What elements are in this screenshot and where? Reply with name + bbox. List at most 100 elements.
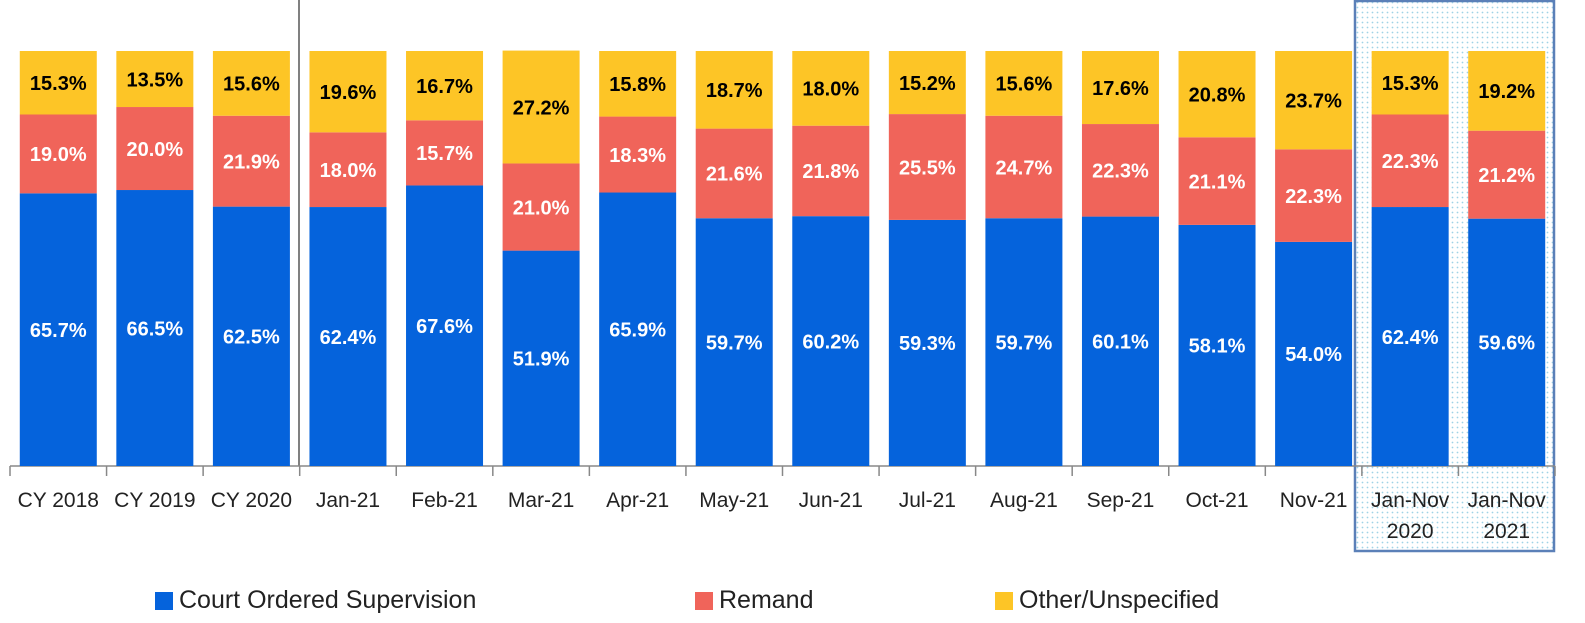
bar-segment (1178, 224, 1256, 466)
x-tick-label: Apr-21 (606, 489, 670, 512)
x-tick-label: Mar-21 (507, 489, 575, 512)
bar-segment (1178, 137, 1256, 225)
data-label: 21.2% (1478, 165, 1535, 187)
bar-segment (1468, 51, 1546, 131)
data-label: 27.2% (513, 97, 570, 119)
bar-segment (1371, 51, 1449, 115)
data-label: 58.1% (1189, 336, 1246, 358)
data-label: 18.0% (320, 160, 377, 182)
data-label: 60.1% (1092, 332, 1149, 354)
data-label: 17.6% (1092, 78, 1149, 100)
x-tick-label: Jul-21 (898, 489, 956, 512)
data-label: 15.3% (30, 73, 87, 95)
x-tick-label: Oct-21 (1185, 489, 1249, 512)
data-label: 22.3% (1285, 186, 1342, 208)
bar-segment (19, 193, 97, 466)
data-label: 65.9% (609, 320, 666, 342)
data-label: 62.4% (1382, 327, 1439, 349)
x-tick-label: Aug-21 (990, 489, 1058, 512)
data-label: 24.7% (996, 157, 1053, 179)
x-tick-label: CY 2020 (210, 489, 293, 512)
data-label: 18.7% (706, 80, 763, 102)
bar-segment (1178, 51, 1256, 138)
bar-segment (792, 125, 870, 217)
bar-segment (599, 192, 677, 466)
data-label: 62.5% (223, 327, 280, 349)
bar-segment (985, 218, 1063, 466)
data-label: 51.9% (513, 349, 570, 371)
data-label: 22.3% (1382, 151, 1439, 173)
data-label: 20.0% (126, 139, 183, 161)
bar-segment (1081, 216, 1159, 466)
data-label: 21.6% (706, 164, 763, 186)
x-tick-label: Jan-Nov 2021 (1467, 489, 1546, 543)
x-tick-label: Nov-21 (1279, 489, 1348, 512)
legend-swatch (155, 591, 173, 610)
data-label: 66.5% (126, 318, 183, 340)
bar-segment (212, 51, 290, 116)
data-label: 13.5% (126, 69, 183, 91)
bar-segment (406, 185, 484, 466)
legend-item: Other/Unspecified (995, 586, 1219, 615)
bar-segment (599, 116, 677, 193)
bar-segment (19, 51, 97, 115)
data-label: 65.7% (30, 320, 87, 342)
bar-segment (888, 114, 966, 220)
data-label: 22.3% (1092, 161, 1149, 183)
x-tick-label: Jan-Nov 2020 (1371, 489, 1450, 543)
bar-segment (212, 115, 290, 207)
legend-swatch (695, 591, 713, 610)
bar-segment (1468, 130, 1546, 219)
bar-segment (1081, 51, 1159, 125)
bar-segment (502, 250, 580, 466)
x-tick-label: CY 2019 (114, 489, 196, 512)
bar-segment (792, 51, 870, 126)
legend-label: Other/Unspecified (1019, 586, 1220, 614)
data-label: 21.0% (513, 197, 570, 219)
data-label: 18.0% (802, 79, 859, 101)
legend-label: Court Ordered Supervision (179, 586, 477, 614)
bar-segment (19, 114, 97, 194)
bar-segment (116, 51, 194, 108)
data-label: 59.6% (1478, 333, 1535, 355)
x-tick-label: May-21 (699, 489, 770, 512)
data-label: 67.6% (416, 316, 473, 338)
bar-segment (888, 51, 966, 115)
legend-item: Court Ordered Supervision (155, 586, 476, 615)
bar-segment (695, 128, 773, 219)
data-label: 21.9% (223, 151, 280, 173)
data-label: 15.8% (609, 74, 666, 96)
bar-segment (1371, 114, 1449, 208)
bar-segment (1275, 149, 1353, 242)
data-label: 15.7% (416, 143, 473, 165)
bar-segment (1468, 218, 1546, 466)
bar-segment (116, 190, 194, 466)
data-label: 21.1% (1189, 171, 1246, 193)
bar-segment (599, 51, 677, 117)
bar-segment (1275, 51, 1353, 150)
data-label: 60.2% (802, 331, 859, 353)
bar-segment (212, 206, 290, 466)
bar-segment (695, 51, 773, 129)
data-label: 15.6% (996, 74, 1053, 96)
bar-segment (1371, 207, 1449, 467)
bar-segment (116, 107, 194, 191)
data-label: 23.7% (1285, 90, 1342, 112)
data-label: 19.0% (30, 144, 87, 166)
data-label: 19.6% (320, 82, 377, 104)
bar-segment (985, 51, 1063, 116)
bar-segment (309, 207, 387, 467)
bar-segment (888, 219, 966, 466)
data-label: 15.3% (1382, 73, 1439, 95)
data-label: 21.8% (802, 161, 859, 183)
bar-segment (502, 50, 580, 164)
data-label: 18.3% (609, 145, 666, 167)
bar-segment (985, 115, 1063, 219)
bar-segment (309, 51, 387, 133)
data-label: 15.6% (223, 74, 280, 96)
data-label: 16.7% (416, 76, 473, 98)
x-tick-label: CY 2018 (17, 489, 99, 512)
data-label: 54.0% (1285, 344, 1342, 366)
bar-segment (406, 51, 484, 121)
bar-segment (1081, 124, 1159, 217)
